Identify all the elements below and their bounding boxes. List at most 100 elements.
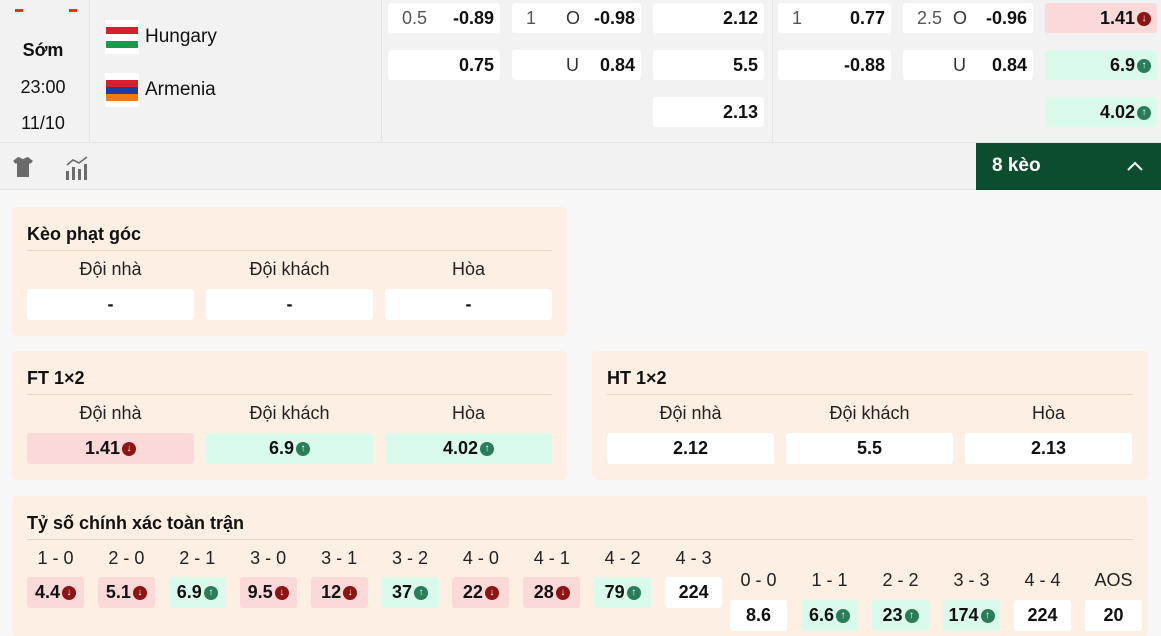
score-odds-cell[interactable]: 23 ↑ (872, 600, 929, 631)
odds-value: -0.98 (594, 8, 635, 29)
score-label: 4 - 1 (533, 548, 570, 568)
odds-value: -0.89 (453, 8, 494, 29)
score-odds-cell[interactable]: 28 ↓ (523, 577, 581, 608)
odds-text: -0.88 (843, 55, 885, 75)
score-odds-cell[interactable]: 5.1 ↓ (97, 577, 155, 608)
score-odds-cell[interactable]: 20 (1085, 600, 1142, 631)
over-under-side: O (953, 8, 968, 28)
score-label: 0 - 0 (740, 570, 777, 590)
column-header: Đội khách (829, 403, 910, 423)
odds-text: - (286, 294, 293, 314)
score-odds-cell[interactable]: 22 ↓ (452, 577, 510, 608)
stats-chart-icon[interactable] (64, 155, 92, 181)
home-score-dash (15, 9, 23, 12)
score-label: 4 - 0 (462, 548, 499, 568)
odds-text: 22 (462, 582, 483, 602)
odds-value: 6.9 ↑ (1110, 55, 1151, 76)
odds-text: 1.41 (1099, 8, 1135, 28)
arrow-down-icon: ↓ (343, 585, 358, 600)
score-odds-cell[interactable]: 9.5 ↓ (239, 577, 297, 608)
score-odds-cell[interactable]: 12 ↓ (310, 577, 368, 608)
odds-text: 9.5 (247, 582, 273, 602)
odds-value: 2.12 (723, 8, 758, 29)
odds-text: 1.41 (84, 438, 121, 458)
jersey-icon[interactable] (11, 155, 35, 179)
match-time: Sớm 23:00 11/10 (0, 0, 90, 143)
score-label: 4 - 4 (1024, 570, 1061, 590)
odds-cell[interactable]: 2.13 (965, 433, 1132, 464)
odds-cell[interactable]: 6.9 ↑ (1045, 50, 1157, 80)
odds-text: 0.84 (991, 55, 1027, 75)
column-header: Đội nhà (79, 259, 142, 279)
armenia-flag-icon (105, 73, 139, 107)
odds-cell[interactable]: 1.41 ↓ (1045, 3, 1157, 33)
score-odds-cell[interactable]: 79 ↑ (594, 577, 652, 608)
arrow-up-icon: ↑ (480, 441, 495, 456)
column-header: Hòa (1031, 403, 1066, 423)
odds-text: 37 (391, 582, 413, 602)
odds-value: 5.5 (733, 55, 758, 76)
score-odds-cell[interactable]: 224 (665, 577, 723, 608)
odds-cell[interactable]: 2.13 (653, 97, 764, 127)
chevron-up-icon (1127, 161, 1143, 171)
away-team[interactable]: Armenia (105, 73, 216, 107)
score-odds-cell[interactable]: 224 (1014, 600, 1071, 631)
odds-cell[interactable]: 4.02 ↑ (1045, 97, 1157, 127)
odds-cell[interactable]: 2.12 (653, 3, 764, 33)
odds-cell[interactable]: 5.5 (786, 433, 953, 464)
match-row: Sớm 23:00 11/10 Hungary Armenia 0.5 -0.89… (0, 0, 1161, 143)
arrow-up-icon: ↑ (414, 585, 429, 600)
score-odds-cell[interactable]: 174 ↑ (943, 600, 1000, 631)
odds-cell[interactable]: 2.5 O -0.96 (903, 3, 1033, 33)
odds-cell[interactable]: 1.41 ↓ (27, 433, 194, 464)
arrow-up-icon: ↑ (1137, 105, 1151, 120)
odds-text: -0.89 (452, 8, 494, 28)
score-label: 2 - 0 (108, 548, 145, 568)
arrow-down-icon: ↓ (274, 585, 289, 600)
hungary-flag-icon (105, 20, 139, 54)
score-label: 3 - 2 (391, 548, 429, 568)
over-under-side: O (566, 8, 581, 28)
match-status: Sớm (22, 40, 64, 60)
score-label: 1 - 0 (37, 548, 74, 568)
odds-cell[interactable]: 4.02 ↑ (385, 433, 552, 464)
odds-value: 0.77 (850, 8, 885, 29)
odds-cell[interactable]: 1 0.77 (778, 3, 891, 33)
score-odds-cell[interactable]: 6.9 ↑ (168, 577, 226, 608)
odds-value: 2.13 (723, 102, 758, 123)
arrow-up-icon: ↑ (296, 441, 311, 456)
odds-cell[interactable]: - (206, 289, 373, 320)
odds-text: 0.84 (599, 55, 635, 75)
score-odds-cell[interactable]: 8.6 (730, 600, 787, 631)
odds-cell[interactable]: 6.9 ↑ (206, 433, 373, 464)
odds-text: - (465, 294, 472, 314)
odds-text: 174 (948, 605, 979, 625)
panel-title: Kèo phạt góc (27, 224, 142, 244)
markets-toggle-button[interactable]: 8 kèo (976, 143, 1161, 190)
odds-text: 6.9 (176, 582, 202, 602)
odds-cell[interactable]: 0.75 (388, 50, 500, 80)
odds-cell[interactable]: - (385, 289, 552, 320)
odds-text: 224 (1027, 605, 1058, 625)
odds-cell[interactable]: 1 O -0.98 (512, 3, 641, 33)
score-label: 3 - 0 (250, 548, 287, 568)
divider (27, 250, 552, 251)
odds-cell[interactable]: 2.12 (607, 433, 774, 464)
odds-cell[interactable]: 5.5 (653, 50, 764, 80)
home-team[interactable]: Hungary (105, 20, 217, 54)
odds-text: 6.6 (808, 605, 835, 625)
odds-cell[interactable]: U 0.84 (512, 50, 641, 80)
odds-cell[interactable]: - (27, 289, 194, 320)
correct-score-panel: Tỷ số chính xác toàn trận 1 - 0 4.4 ↓ 2 - 0… (12, 496, 1148, 636)
odds-value: -0.96 (986, 8, 1027, 29)
odds-cell[interactable]: 0.5 -0.89 (388, 3, 500, 33)
odds-cell[interactable]: U 0.84 (903, 50, 1033, 80)
arrow-up-icon: ↑ (980, 608, 995, 623)
kickoff-time: 23:00 (20, 77, 66, 97)
odds-text: 4.02 (1099, 102, 1135, 122)
score-odds-cell[interactable]: 6.6 ↑ (801, 600, 858, 631)
score-odds-cell[interactable]: 4.4 ↓ (27, 577, 84, 608)
score-odds-cell[interactable]: 37 ↑ (381, 577, 439, 608)
panel-title: HT 1×2 (607, 368, 667, 388)
odds-cell[interactable]: -0.88 (778, 50, 891, 80)
